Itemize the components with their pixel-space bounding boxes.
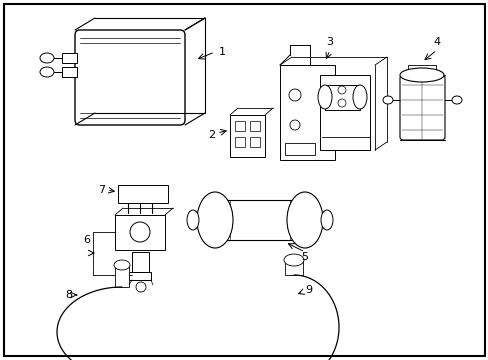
Bar [62, 53, 77, 63]
Circle shape [337, 86, 346, 94]
Text: 6: 6 [83, 235, 90, 245]
Ellipse shape [197, 192, 232, 248]
Circle shape [136, 282, 146, 292]
Bar [235, 121, 244, 131]
Ellipse shape [114, 260, 130, 270]
FancyBboxPatch shape [399, 75, 444, 140]
Text: 9: 9 [305, 285, 311, 295]
Ellipse shape [352, 85, 366, 109]
Bar [115, 265, 129, 287]
Ellipse shape [284, 254, 304, 266]
Bar [325, 85, 359, 110]
Ellipse shape [451, 96, 461, 104]
Bar [229, 115, 264, 157]
Text: 5: 5 [301, 252, 308, 262]
Text: 3: 3 [326, 37, 333, 47]
Ellipse shape [320, 210, 332, 230]
Text: 7: 7 [98, 185, 105, 195]
Bar [62, 67, 77, 77]
Bar [215, 200, 305, 240]
Ellipse shape [286, 192, 323, 248]
Ellipse shape [317, 85, 331, 109]
Circle shape [130, 222, 150, 242]
Text: 1: 1 [218, 47, 225, 57]
Bar [285, 260, 303, 275]
Ellipse shape [40, 67, 54, 77]
FancyBboxPatch shape [75, 30, 184, 125]
Bar [132, 252, 149, 272]
Ellipse shape [40, 53, 54, 63]
Circle shape [289, 120, 299, 130]
Bar [319, 75, 369, 150]
Bar [235, 137, 244, 147]
Bar [249, 121, 260, 131]
Circle shape [337, 99, 346, 107]
Bar [285, 143, 314, 155]
Bar [249, 137, 260, 147]
Bar [407, 65, 435, 75]
Ellipse shape [382, 96, 392, 104]
Bar [115, 215, 164, 250]
Circle shape [288, 89, 301, 101]
Bar [129, 272, 151, 280]
Text: 4: 4 [432, 37, 440, 47]
Bar [118, 185, 168, 203]
Text: 2: 2 [207, 130, 215, 140]
Ellipse shape [186, 210, 199, 230]
Text: 8: 8 [65, 290, 72, 300]
Bar [280, 65, 334, 160]
Ellipse shape [399, 68, 443, 82]
